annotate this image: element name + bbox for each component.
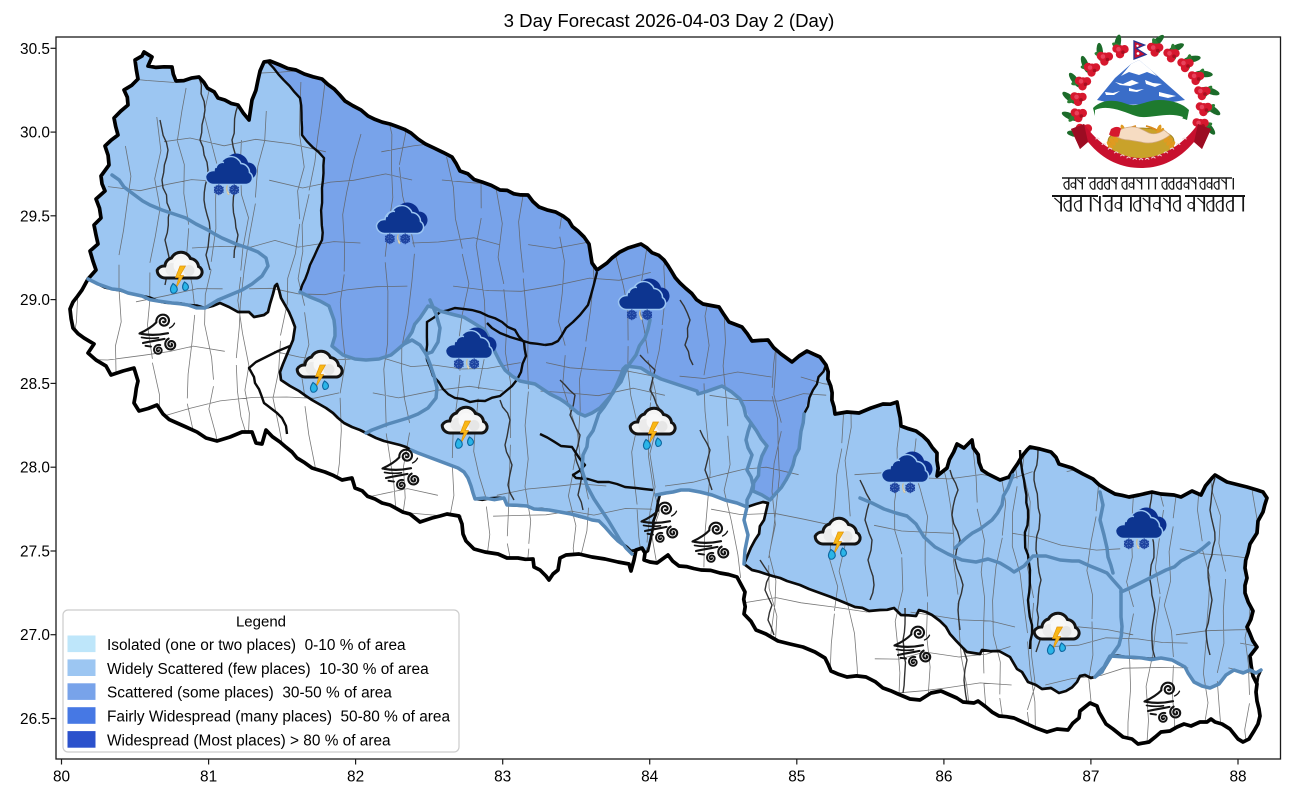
svg-text:81: 81 xyxy=(200,769,217,786)
svg-text:83: 83 xyxy=(494,769,511,786)
svg-text:Isolated (one or two places): Isolated (one or two places) 0-10 % of a… xyxy=(107,637,406,654)
svg-text:27.0: 27.0 xyxy=(20,627,50,644)
svg-text:86: 86 xyxy=(935,769,952,786)
svg-text:27.5: 27.5 xyxy=(20,544,50,561)
svg-text:88: 88 xyxy=(1229,769,1246,786)
svg-text:80: 80 xyxy=(53,769,70,786)
svg-text:Scattered (some places) 30-50: Scattered (some places) 30-50 % of area xyxy=(107,685,392,702)
svg-text:28.0: 28.0 xyxy=(20,460,50,477)
svg-text:29.0: 29.0 xyxy=(20,292,50,309)
svg-text:85: 85 xyxy=(788,769,805,786)
svg-text:Legend: Legend xyxy=(236,614,286,631)
svg-text:Widely Scattered (few places): Widely Scattered (few places) 10-30 % of… xyxy=(107,661,429,678)
svg-text:82: 82 xyxy=(347,769,364,786)
svg-text:3 Day Forecast 2026-04-03 Day: 3 Day Forecast 2026-04-03 Day 2 (Day) xyxy=(504,10,835,31)
svg-text:28.5: 28.5 xyxy=(20,376,50,393)
svg-text:87: 87 xyxy=(1082,769,1099,786)
svg-text:30.5: 30.5 xyxy=(20,41,50,58)
svg-text:26.5: 26.5 xyxy=(20,711,50,728)
svg-text:30.0: 30.0 xyxy=(20,125,50,142)
svg-text:Widespread (Most places) > 80: Widespread (Most places) > 80 % of area xyxy=(107,733,391,750)
svg-text:Fairly Widespread (many places: Fairly Widespread (many places) 50-80 % … xyxy=(107,709,450,726)
svg-text:29.5: 29.5 xyxy=(20,208,50,225)
svg-text:84: 84 xyxy=(641,769,659,786)
